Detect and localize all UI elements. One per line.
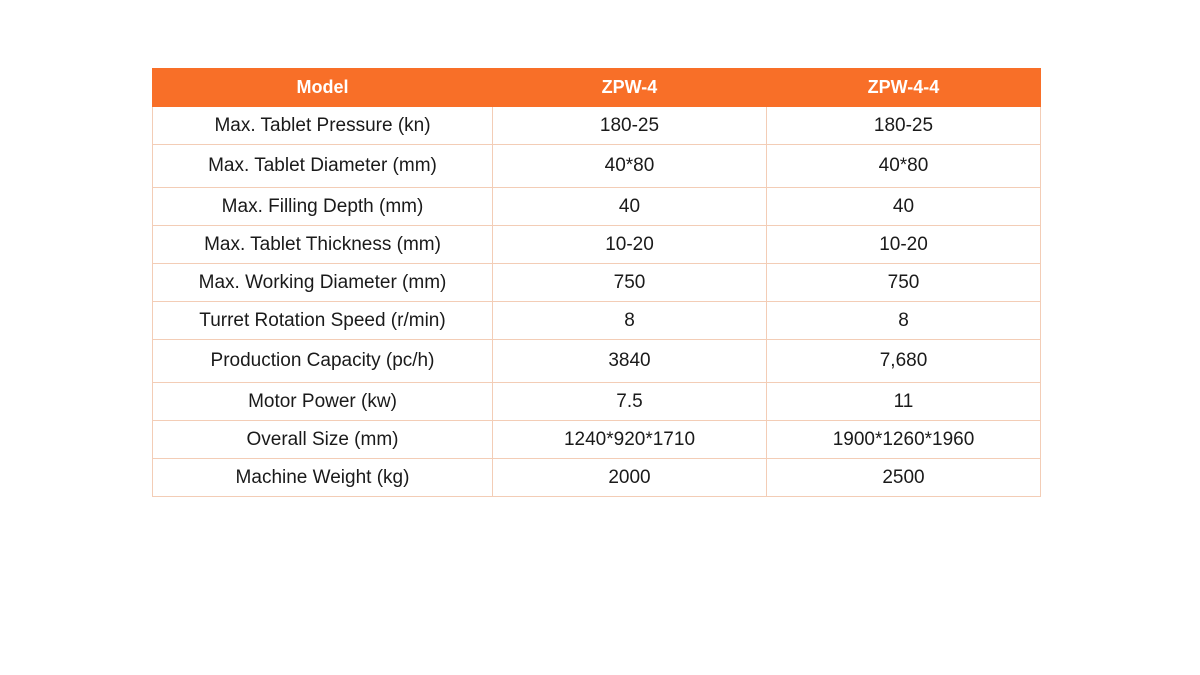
cell-zpw-4: 7.5 (492, 382, 767, 421)
cell-zpw-4: 8 (492, 301, 767, 340)
cell-zpw-4-4: 7,680 (766, 339, 1041, 383)
cell-zpw-4-4: 40*80 (766, 144, 1041, 188)
cell-zpw-4: 10-20 (492, 225, 767, 264)
table-row: Turret Rotation Speed (r/min) 8 8 (152, 301, 1041, 340)
row-label: Max. Tablet Thickness (mm) (152, 225, 493, 264)
cell-zpw-4-4: 2500 (766, 458, 1041, 497)
table-header-row: Model ZPW-4 ZPW-4-4 (152, 68, 1041, 107)
cell-zpw-4: 180-25 (492, 106, 767, 145)
cell-zpw-4-4: 11 (766, 382, 1041, 421)
row-label: Motor Power (kw) (152, 382, 493, 421)
table-row: Machine Weight (kg) 2000 2500 (152, 458, 1041, 497)
cell-zpw-4: 1240*920*1710 (492, 420, 767, 459)
header-zpw-4: ZPW-4 (492, 68, 767, 107)
spec-table: Model ZPW-4 ZPW-4-4 Max. Tablet Pressure… (152, 68, 1041, 497)
cell-zpw-4-4: 1900*1260*1960 (766, 420, 1041, 459)
row-label: Max. Working Diameter (mm) (152, 263, 493, 302)
table-row: Max. Tablet Pressure (kn) 180-25 180-25 (152, 106, 1041, 145)
row-label: Max. Tablet Pressure (kn) (152, 106, 493, 145)
table-row: Max. Tablet Thickness (mm) 10-20 10-20 (152, 225, 1041, 264)
table-row: Max. Filling Depth (mm) 40 40 (152, 187, 1041, 226)
row-label: Overall Size (mm) (152, 420, 493, 459)
table-row: Overall Size (mm) 1240*920*1710 1900*126… (152, 420, 1041, 459)
table-row: Max. Working Diameter (mm) 750 750 (152, 263, 1041, 302)
cell-zpw-4: 40*80 (492, 144, 767, 188)
header-zpw-4-4: ZPW-4-4 (766, 68, 1041, 107)
cell-zpw-4-4: 10-20 (766, 225, 1041, 264)
cell-zpw-4: 2000 (492, 458, 767, 497)
row-label: Machine Weight (kg) (152, 458, 493, 497)
header-model: Model (152, 68, 493, 107)
row-label: Max. Filling Depth (mm) (152, 187, 493, 226)
cell-zpw-4-4: 40 (766, 187, 1041, 226)
cell-zpw-4: 40 (492, 187, 767, 226)
row-label: Turret Rotation Speed (r/min) (152, 301, 493, 340)
cell-zpw-4-4: 750 (766, 263, 1041, 302)
table-row: Production Capacity (pc/h) 3840 7,680 (152, 339, 1041, 383)
table-row: Max. Tablet Diameter (mm) 40*80 40*80 (152, 144, 1041, 188)
table-row: Motor Power (kw) 7.5 11 (152, 382, 1041, 421)
row-label: Max. Tablet Diameter (mm) (152, 144, 493, 188)
cell-zpw-4-4: 8 (766, 301, 1041, 340)
row-label: Production Capacity (pc/h) (152, 339, 493, 383)
cell-zpw-4: 750 (492, 263, 767, 302)
cell-zpw-4-4: 180-25 (766, 106, 1041, 145)
cell-zpw-4: 3840 (492, 339, 767, 383)
